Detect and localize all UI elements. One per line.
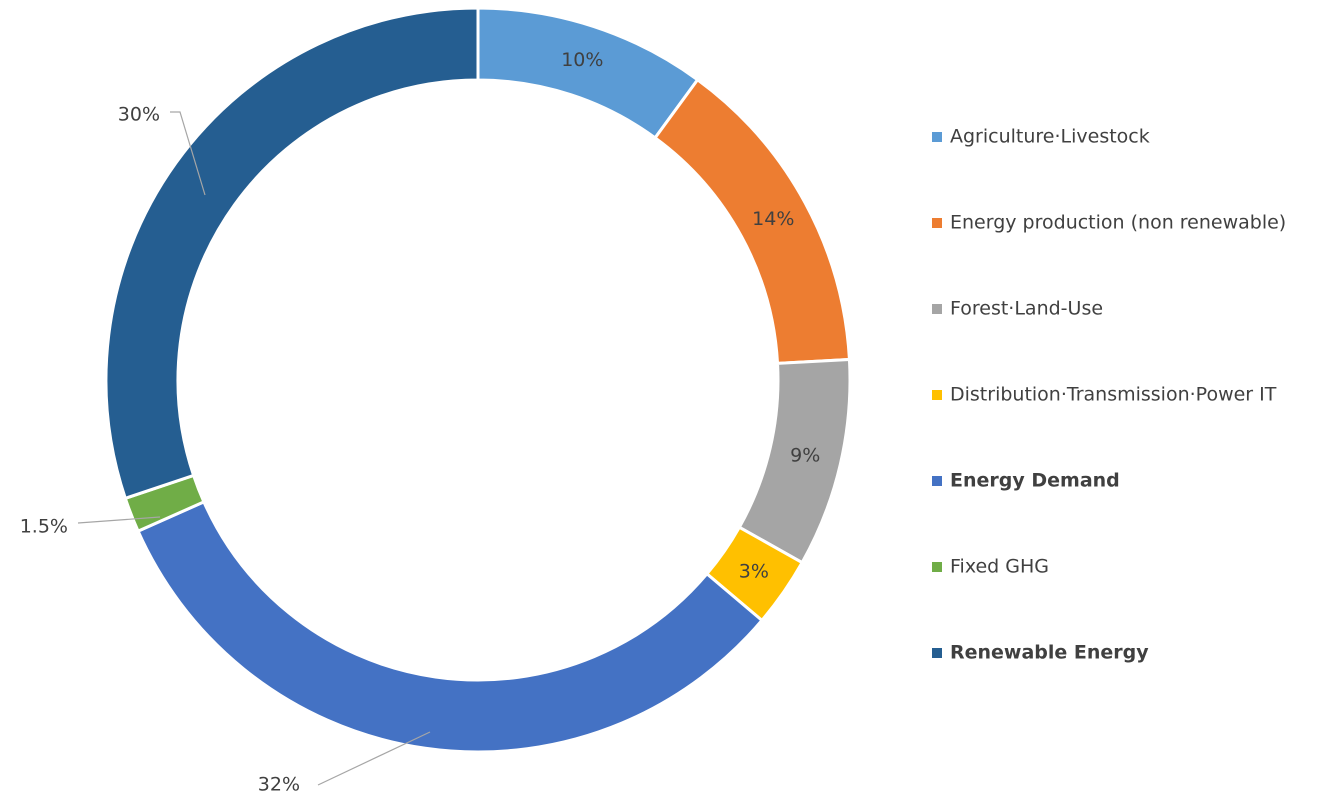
leader-line xyxy=(317,731,431,786)
legend-swatch xyxy=(932,132,942,142)
legend-swatch xyxy=(932,476,942,486)
legend-swatch xyxy=(932,390,942,400)
legend-label: Energy production (non renewable) xyxy=(950,212,1286,234)
data-label: 1.5% xyxy=(20,516,68,538)
legend-label: Forest·Land-Use xyxy=(950,298,1103,320)
legend-label: Renewable Energy xyxy=(950,642,1149,664)
legend-swatch xyxy=(932,304,942,314)
slice xyxy=(104,6,480,501)
data-label: 9% xyxy=(790,445,820,467)
legend-label: Agriculture·Livestock xyxy=(950,126,1150,148)
data-label: 32% xyxy=(258,774,300,796)
slice xyxy=(136,499,765,754)
legend-label: Fixed GHG xyxy=(950,556,1049,578)
data-label: 14% xyxy=(752,208,794,230)
legend-label: Distribution·Transmission·Power IT xyxy=(950,384,1277,406)
data-label: 10% xyxy=(561,49,603,71)
legend-swatch xyxy=(932,562,942,572)
legend-label: Energy Demand xyxy=(950,470,1120,492)
leader-line xyxy=(77,516,161,524)
legend-swatch xyxy=(932,218,942,228)
data-label: 30% xyxy=(118,104,160,126)
legend-swatch xyxy=(932,648,942,658)
data-label: 3% xyxy=(739,560,769,582)
leader-line xyxy=(170,111,206,196)
slice xyxy=(476,6,700,140)
